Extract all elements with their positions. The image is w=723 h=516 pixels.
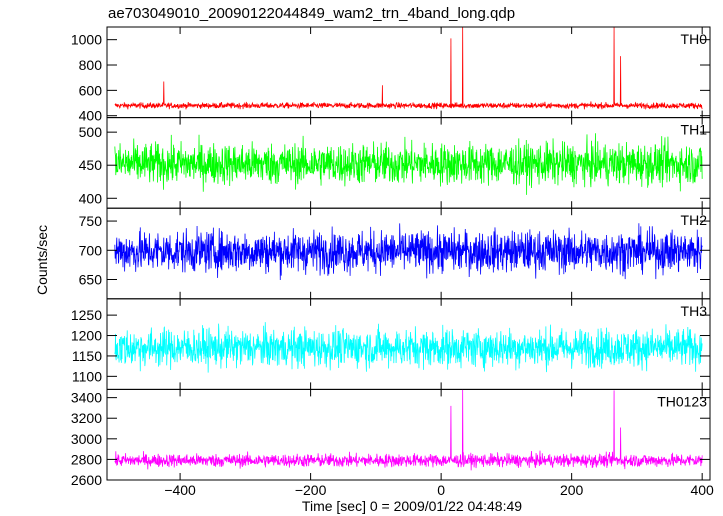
y-tick-label: 1200	[71, 328, 102, 344]
y-tick-label: 1250	[71, 307, 102, 323]
y-tick-label: 750	[79, 213, 103, 229]
y-tick-label: 2600	[71, 472, 102, 488]
series-line-th3	[114, 322, 703, 373]
panel-th2: 650 700 750 TH2	[79, 207, 711, 300]
series-line-th1	[114, 133, 703, 195]
series-label-th0123: TH0123	[657, 393, 707, 409]
y-tick-label: 500	[79, 124, 103, 140]
y-tick-label: 400	[79, 108, 103, 124]
series-line-th2	[114, 223, 703, 280]
panels: 400 600 800 1000 TH0 400 450 500 TH1 650 700 750 TH2…	[71, 26, 714, 498]
x-tick-label: 200	[560, 482, 584, 498]
panel-frame	[106, 388, 711, 481]
y-tick-label: 3400	[71, 390, 102, 406]
y-tick-label: 3200	[71, 410, 102, 426]
y-tick-label: 2800	[71, 451, 102, 467]
x-tick-label: −400	[164, 482, 196, 498]
y-tick-label: 700	[79, 242, 103, 258]
chart-title: ae703049010_20090122044849_wam2_trn_4ban…	[108, 5, 515, 22]
panel-th3: 1100 1150 1200 1250 TH3	[71, 298, 711, 390]
y-tick-label: 800	[79, 57, 103, 73]
y-axis-label: Counts/sec	[34, 225, 50, 295]
series-label-th2: TH2	[681, 212, 708, 228]
series-line-th0123	[114, 389, 703, 471]
y-tick-label: 1000	[71, 32, 102, 48]
y-tick-label: 1150	[72, 348, 102, 364]
panel-th0: 400 600 800 1000 TH0	[71, 26, 711, 124]
y-tick-label: 650	[79, 272, 103, 288]
series-label-th3: TH3	[681, 303, 708, 319]
y-tick-label: 400	[79, 190, 103, 206]
x-tick-label: 0	[437, 482, 445, 498]
y-tick-label: 3000	[71, 431, 102, 447]
panel-th0123: 2600 2800 3000 3200 3400 TH0123	[71, 388, 711, 488]
series-line-th0	[114, 27, 703, 110]
panel-th1: 400 450 500 TH1	[79, 117, 711, 209]
series-label-th1: TH1	[681, 122, 708, 138]
x-tick-label: 400	[690, 482, 714, 498]
x-tick-label: −200	[295, 482, 327, 498]
series-label-th0: TH0	[681, 31, 708, 47]
y-tick-label: 600	[79, 82, 103, 98]
x-axis-label: Time [sec] 0 = 2009/01/22 04:48:49	[302, 498, 522, 514]
y-tick-label: 450	[79, 157, 103, 173]
panel-frame	[106, 26, 711, 119]
y-tick-label: 1100	[72, 368, 102, 384]
